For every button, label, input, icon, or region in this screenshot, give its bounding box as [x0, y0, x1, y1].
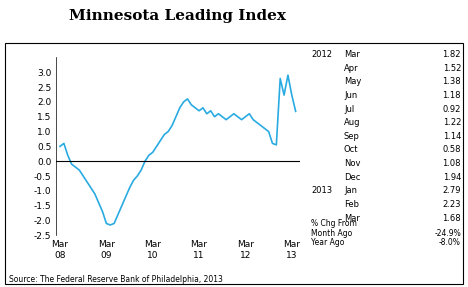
Text: Minnesota Leading Index: Minnesota Leading Index: [69, 9, 286, 23]
Text: Sep: Sep: [344, 132, 360, 141]
Text: 1.18: 1.18: [442, 91, 461, 100]
Text: Aug: Aug: [344, 118, 360, 127]
Text: 1.68: 1.68: [442, 214, 461, 223]
Text: 0.58: 0.58: [442, 146, 461, 154]
Text: 1.38: 1.38: [442, 77, 461, 86]
Text: May: May: [344, 77, 361, 86]
Text: 1.14: 1.14: [443, 132, 461, 141]
Text: 1.22: 1.22: [443, 118, 461, 127]
Text: 1.52: 1.52: [443, 64, 461, 73]
Text: Year Ago: Year Ago: [311, 238, 344, 247]
Text: % Chg From: % Chg From: [311, 219, 357, 228]
Text: 2.23: 2.23: [442, 200, 461, 209]
Text: Mar: Mar: [344, 50, 360, 59]
Text: Mar: Mar: [344, 214, 360, 223]
Text: Source: The Federal Reserve Bank of Philadelphia, 2013: Source: The Federal Reserve Bank of Phil…: [9, 275, 223, 284]
Text: -24.9%: -24.9%: [434, 229, 461, 238]
Text: Dec: Dec: [344, 173, 360, 182]
Text: 2013: 2013: [311, 186, 332, 195]
Text: Jan: Jan: [344, 186, 357, 195]
Text: Oct: Oct: [344, 146, 358, 154]
Text: Jul: Jul: [344, 104, 354, 114]
Text: Feb: Feb: [344, 200, 359, 209]
Text: 2012: 2012: [311, 50, 332, 59]
Text: 1.82: 1.82: [442, 50, 461, 59]
Text: Jun: Jun: [344, 91, 357, 100]
Text: -8.0%: -8.0%: [439, 238, 461, 247]
Text: 1.08: 1.08: [442, 159, 461, 168]
Text: 0.92: 0.92: [443, 104, 461, 114]
Text: Month Ago: Month Ago: [311, 229, 352, 238]
Text: 2.79: 2.79: [442, 186, 461, 195]
Text: Nov: Nov: [344, 159, 360, 168]
Text: 1.94: 1.94: [443, 173, 461, 182]
Text: Apr: Apr: [344, 64, 358, 73]
